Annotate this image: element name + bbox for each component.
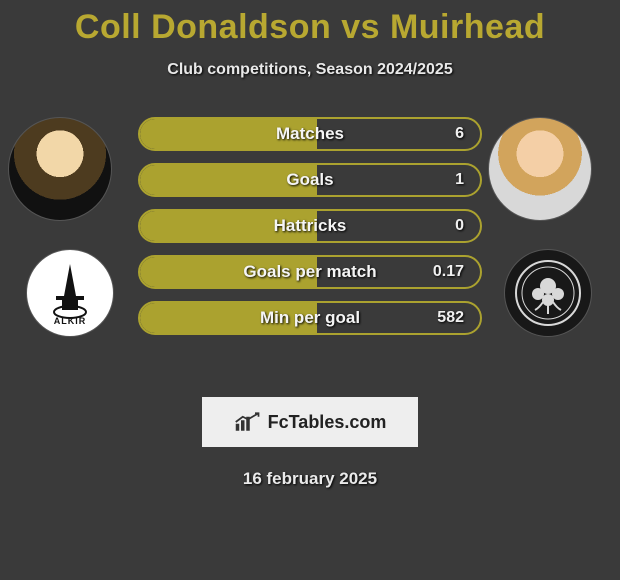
- stat-bar: Min per goal 582: [138, 301, 482, 335]
- club1-icon: [40, 260, 100, 320]
- player1-avatar: [8, 117, 112, 221]
- stat-bar-label: Goals: [286, 170, 333, 190]
- player1-club-badge: ALKIR: [26, 249, 114, 337]
- stat-bar-value: 0: [455, 217, 464, 235]
- stat-bar: Goals per match 0.17: [138, 255, 482, 289]
- stat-bar: Matches 6: [138, 117, 482, 151]
- brand-text: FcTables.com: [268, 412, 387, 433]
- comparison-area: ALKIR Matches 6 Goals 1 Hattricks 0 Goals per …: [0, 117, 620, 377]
- page-title: Coll Donaldson vs Muirhead: [0, 0, 620, 47]
- stat-bar-value: 582: [437, 309, 464, 327]
- club2-icon: [513, 258, 583, 328]
- date-text: 16 february 2025: [0, 469, 620, 489]
- chart-icon: [234, 411, 262, 433]
- stat-bar-value: 1: [455, 171, 464, 189]
- stat-bar-label: Matches: [276, 124, 344, 144]
- player2-club-badge: [504, 249, 592, 337]
- stat-bar-label: Hattricks: [274, 216, 347, 236]
- stat-bars: Matches 6 Goals 1 Hattricks 0 Goals per match 0…: [138, 117, 482, 335]
- subtitle: Club competitions, Season 2024/2025: [0, 61, 620, 79]
- brand-logo: FcTables.com: [202, 397, 418, 447]
- player1-name: Coll Donaldson: [75, 8, 331, 46]
- club1-label: ALKIR: [54, 316, 87, 326]
- player2-name: Muirhead: [390, 8, 545, 46]
- stat-bar-label: Goals per match: [243, 262, 376, 282]
- player2-avatar: [488, 117, 592, 221]
- stat-bar-value: 0.17: [433, 263, 464, 281]
- stat-bar-value: 6: [455, 125, 464, 143]
- vs-text: vs: [341, 8, 380, 46]
- stat-bar-label: Min per goal: [260, 308, 360, 328]
- stat-bar: Goals 1: [138, 163, 482, 197]
- stat-bar: Hattricks 0: [138, 209, 482, 243]
